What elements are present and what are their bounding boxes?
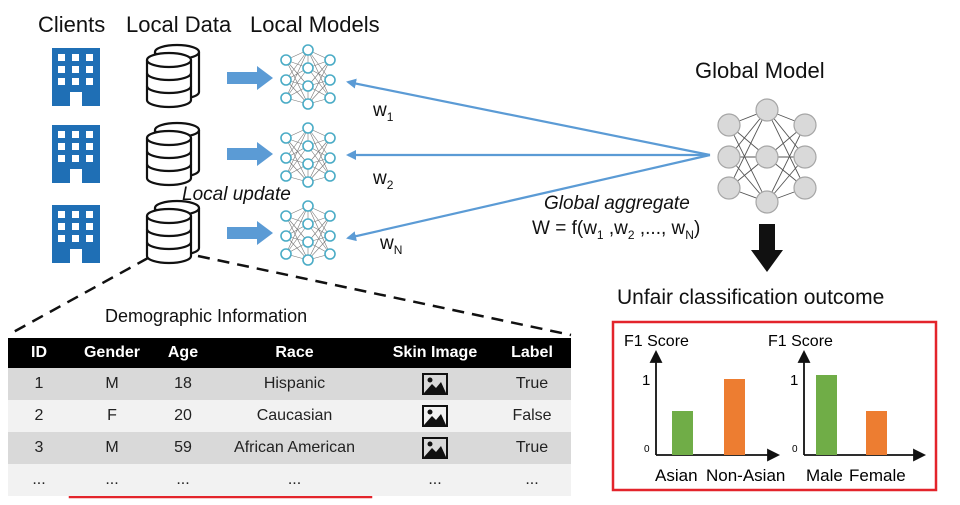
- table-cell: ...: [70, 464, 154, 496]
- global-network-icon: [717, 98, 817, 214]
- category-label: Male: [806, 466, 843, 485]
- building-icon: [52, 48, 100, 106]
- chart-highlight-box: [611, 320, 938, 492]
- arrow-down-icon: [751, 224, 783, 272]
- table-cell: 1: [8, 368, 70, 400]
- category-label: Asian: [655, 466, 698, 485]
- bar-non-asian: [724, 379, 745, 455]
- chart-bars: [672, 375, 887, 455]
- aggregation-arrow: [346, 153, 711, 242]
- database-icon: [145, 43, 201, 109]
- column-header: Age: [154, 338, 212, 368]
- table-cell-image: [377, 400, 493, 432]
- column-header: Label: [493, 338, 571, 368]
- table-cell: Caucasian: [212, 400, 377, 432]
- table-cell: ...: [212, 464, 377, 496]
- column-header: Gender: [70, 338, 154, 368]
- arrow-icon: [227, 221, 273, 245]
- table-cell-image: [377, 368, 493, 400]
- neural-network-icon: [280, 200, 336, 266]
- image-icon: [422, 405, 448, 427]
- table-row: 2 F 20 Caucasian False: [8, 400, 571, 432]
- unfair-outcome-title: Unfair classification outcome: [617, 286, 885, 309]
- left-chart-ylabel: F1 Score: [624, 333, 689, 350]
- neural-network-icon: [280, 122, 336, 188]
- table-cell: ...: [377, 464, 493, 496]
- bar-asian: [672, 411, 693, 455]
- local-update-label: Local update: [182, 184, 291, 205]
- table-cell: True: [493, 432, 571, 464]
- right-chart-ytick-top: 1: [790, 372, 798, 389]
- arrow-icon: [227, 66, 273, 90]
- weight-label-2: w2: [373, 168, 394, 192]
- weight-label-n: wN: [380, 233, 403, 257]
- weight-label-1: w1: [373, 100, 394, 124]
- local-models-header: Local Models: [250, 12, 380, 37]
- demographic-table: ID Gender Age Race Skin Image Label 1 M …: [8, 338, 571, 496]
- local-data-header: Local Data: [126, 12, 232, 37]
- aggregate-formula: W = f(w1 ,w2 ,..., wN): [532, 218, 701, 242]
- category-label: Female: [849, 466, 906, 485]
- table-cell-image: [377, 432, 493, 464]
- table-cell: ...: [493, 464, 571, 496]
- demographic-title: Demographic Information: [105, 306, 308, 326]
- table-cell: 20: [154, 400, 212, 432]
- category-label: Non-Asian: [706, 466, 785, 485]
- left-chart-ytick-bottom: 0: [644, 444, 650, 455]
- left-chart-ytick-top: 1: [642, 372, 650, 389]
- bar-male: [816, 375, 837, 455]
- table-cell: 59: [154, 432, 212, 464]
- aggregation-arrow: [346, 78, 711, 157]
- right-chart-ylabel: F1 Score: [768, 333, 833, 350]
- neural-network-icon: [280, 44, 336, 110]
- table-cell: ...: [154, 464, 212, 496]
- column-header: Race: [212, 338, 377, 368]
- table-cell: 18: [154, 368, 212, 400]
- table-cell: Hispanic: [212, 368, 377, 400]
- right-chart-ytick-bottom: 0: [792, 444, 798, 455]
- table-cell: M: [70, 432, 154, 464]
- column-header: ID: [8, 338, 70, 368]
- table-cell: False: [493, 400, 571, 432]
- image-icon: [422, 373, 448, 395]
- arrow-icon: [227, 142, 273, 166]
- bar-female: [866, 411, 887, 455]
- global-aggregate-label: Global aggregate: [544, 193, 690, 214]
- database-icon: [145, 199, 201, 265]
- table-row: 3 M 59 African American True: [8, 432, 571, 464]
- table-row: ... ... ... ... ... ...: [8, 464, 571, 496]
- table-header-row: ID Gender Age Race Skin Image Label: [8, 338, 571, 368]
- column-header: Skin Image: [377, 338, 493, 368]
- building-icon: [52, 125, 100, 183]
- database-icon: [145, 121, 201, 187]
- table-row: 1 M 18 Hispanic True: [8, 368, 571, 400]
- dashed-line: [197, 254, 572, 337]
- table-cell: True: [493, 368, 571, 400]
- building-icon: [52, 205, 100, 263]
- dashed-line: [7, 256, 149, 337]
- table-cell: 3: [8, 432, 70, 464]
- table-cell: ...: [8, 464, 70, 496]
- image-icon: [422, 437, 448, 459]
- table-cell: African American: [212, 432, 377, 464]
- table-cell: F: [70, 400, 154, 432]
- table-cell: 2: [8, 400, 70, 432]
- table-cell: M: [70, 368, 154, 400]
- global-model-header: Global Model: [695, 58, 825, 83]
- clients-header: Clients: [38, 12, 106, 37]
